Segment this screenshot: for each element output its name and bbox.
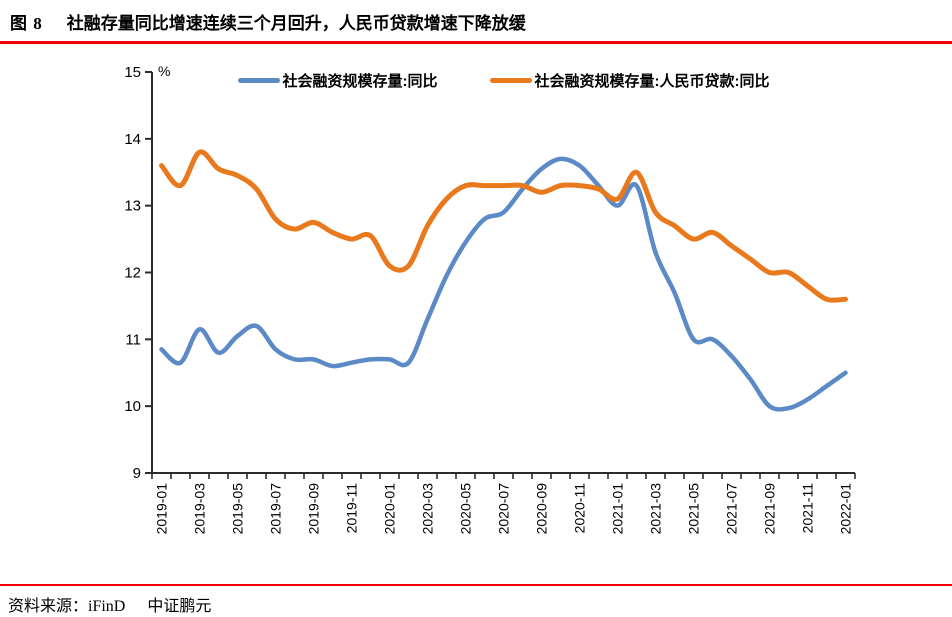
top-red-rule	[0, 41, 952, 44]
x-tick-label: 2019-03	[192, 483, 208, 535]
figure-title: 社融存量同比增速连续三个月回升，人民币贷款增速下降放缓	[66, 14, 526, 33]
x-tick-label: 2020-07	[496, 483, 512, 535]
x-tick-label: 2019-05	[230, 483, 246, 535]
y-tick-label: 9	[133, 465, 141, 482]
figure-label: 图 8	[10, 14, 43, 33]
x-tick-label: 2020-03	[420, 483, 436, 535]
x-tick-label: 2020-05	[458, 483, 474, 535]
series-line-0	[159, 156, 848, 412]
y-axis-unit: %	[158, 63, 170, 79]
x-tick-label: 2019-01	[154, 483, 170, 535]
x-tick-label: 2021-05	[686, 483, 702, 535]
y-tick-label: 12	[124, 265, 141, 282]
y-tick-label: 10	[124, 398, 141, 415]
y-tick-label: 13	[124, 198, 141, 215]
x-tick-label: 2021-03	[648, 483, 664, 535]
bottom-red-rule	[0, 584, 952, 586]
source-org: 中证鹏元	[147, 598, 212, 615]
x-tick-label: 2021-11	[800, 483, 816, 534]
x-axis-ticks	[151, 473, 856, 479]
x-tick-label: 2021-07	[724, 483, 740, 535]
x-tick-label: 2020-09	[534, 483, 550, 535]
axes	[151, 72, 855, 474]
x-tick-label: 2022-01	[838, 483, 854, 535]
legend-item-1: 社会融资规模存量:人民币贷款:同比	[489, 70, 770, 91]
legend-label-1: 社会融资规模存量:人民币贷款:同比	[534, 73, 770, 90]
series-line-1	[159, 149, 848, 303]
chart-legend: 社会融资规模存量:同比 社会融资规模存量:人民币贷款:同比	[152, 70, 855, 91]
x-tick-label: 2021-01	[610, 483, 626, 535]
source-label: 资料来源：iFinD	[8, 598, 126, 615]
y-axis-ticks: 9 10 11 12 13 14 15	[124, 64, 152, 482]
legend-swatch-0	[237, 78, 280, 83]
source-row: 资料来源：iFinD 中证鹏元	[8, 592, 211, 616]
x-tick-label: 2020-11	[572, 483, 588, 534]
legend-swatch-1	[489, 78, 532, 83]
legend-label-0: 社会融资规模存量:同比	[282, 73, 438, 90]
x-tick-label: 2019-11	[344, 483, 360, 534]
x-tick-label: 2021-09	[762, 483, 778, 535]
y-tick-label: 15	[124, 64, 141, 81]
x-tick-label: 2019-07	[268, 483, 284, 535]
legend-item-0: 社会融资规模存量:同比	[237, 70, 438, 91]
x-tick-label: 2020-01	[382, 483, 398, 535]
x-tick-label: 2019-09	[306, 483, 322, 535]
figure-title-row: 图 8 社融存量同比增速连续三个月回升，人民币贷款增速下降放缓	[10, 9, 526, 34]
x-axis-labels: 2019-01 2019-03 2019-05 2019-07 2019-09 2019-…	[154, 483, 854, 535]
y-tick-label: 14	[124, 131, 141, 148]
y-tick-label: 11	[125, 331, 141, 348]
